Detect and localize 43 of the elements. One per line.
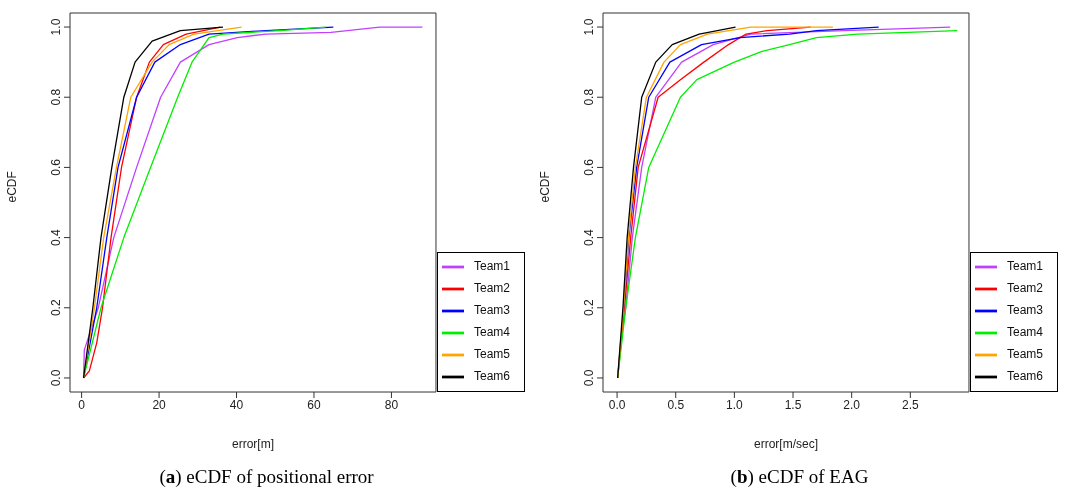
legend-label: Team3 [1006, 303, 1043, 318]
legend-label: Team5 [473, 347, 510, 362]
x-axis-title: error[m/sec] [753, 437, 818, 451]
legend-label: Team4 [1006, 325, 1043, 340]
y-tick-label: 0.2 [49, 299, 63, 317]
y-axis-title: eCDF [538, 171, 553, 203]
x-tick-label: 2.5 [901, 397, 919, 412]
line-series [623, 26, 880, 309]
text: (b) eCDF of EAG [730, 466, 869, 487]
x-tick-label: 20 [152, 397, 167, 412]
x-tick-label: 0 [78, 397, 86, 412]
legend-label: Team1 [473, 259, 510, 274]
x-tick-label: 1.5 [784, 397, 802, 412]
x-tick-label: 2.0 [843, 397, 861, 412]
y-tick-label: 0.4 [582, 228, 596, 246]
y-tick-label: 0.4 [49, 228, 63, 246]
y-tick-label: 0.0 [49, 369, 63, 387]
x-tick-label: 0.0 [608, 397, 626, 412]
line-series [617, 26, 737, 379]
y-tick-label: 0.8 [582, 88, 596, 106]
legend-label: Team6 [1006, 369, 1043, 384]
legend-label: Team3 [473, 303, 510, 318]
legend-label: Team4 [473, 325, 510, 340]
legend-label: Team6 [473, 369, 510, 384]
y-tick-label: 0.6 [49, 158, 63, 176]
y-tick-label: 1.0 [49, 18, 63, 36]
legend-label: Team5 [1006, 347, 1043, 362]
x-tick-label: 40 [229, 397, 244, 412]
x-axis-title: error[m] [231, 437, 274, 451]
x-tick-label: 60 [307, 397, 321, 412]
x-tick-label: 80 [384, 397, 399, 412]
x-tick-label: 0.5 [667, 397, 685, 412]
y-tick-label: 1.0 [582, 18, 596, 36]
legend-label: Team1 [1006, 259, 1043, 274]
y-tick-label: 0.8 [49, 88, 63, 106]
y-tick-label: 0.6 [582, 158, 596, 176]
y-tick-label: 0.2 [582, 299, 596, 317]
legend-label: Team2 [473, 281, 510, 296]
x-tick-label: 1.0 [726, 397, 744, 412]
y-axis-title: eCDF [5, 171, 20, 203]
legend-label: Team2 [1006, 281, 1043, 296]
text: (a) eCDF of positional error [159, 466, 374, 487]
y-tick-label: 0.0 [582, 369, 596, 387]
